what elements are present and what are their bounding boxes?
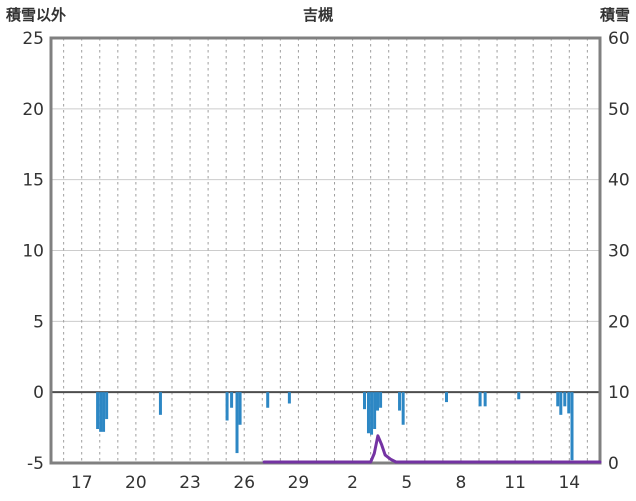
x-axis-tick-label: 26 — [233, 473, 255, 493]
precip-bar — [444, 392, 448, 403]
precip-bar — [105, 392, 109, 420]
x-axis-tick-label: 23 — [179, 473, 201, 493]
x-axis-tick-label: 14 — [558, 473, 580, 493]
precip-bar — [158, 392, 162, 415]
x-axis-tick-label: 5 — [401, 473, 412, 493]
station-title: 吉槻 — [302, 6, 333, 24]
precip-bar — [287, 392, 291, 404]
left-axis-tick-label: 10 — [22, 242, 44, 262]
right-axis-tick-label: 30 — [608, 242, 630, 262]
precip-bar — [225, 392, 229, 421]
precip-bar — [366, 392, 370, 434]
precip-bar — [102, 392, 106, 432]
left-axis-tick-label: 25 — [22, 29, 44, 49]
left-axis-tick-label: 20 — [22, 100, 44, 120]
right-axis-tick-label: 10 — [608, 383, 630, 403]
right-axis-tick-label: 50 — [608, 100, 630, 120]
x-axis-tick-label: 17 — [71, 473, 93, 493]
left-axis-tick-label: -5 — [27, 454, 44, 474]
precip-bar — [517, 392, 521, 400]
left-axis-tick-label: 5 — [33, 312, 44, 332]
precip-bar — [478, 392, 482, 407]
precip-bar — [373, 392, 377, 429]
right-axis-tick-label: 40 — [608, 171, 630, 191]
snow-depth-line — [262, 434, 602, 464]
precip-bar — [398, 392, 402, 411]
precip-bar — [376, 392, 380, 411]
x-axis-tick-label: 29 — [288, 473, 310, 493]
x-axis-tick-label: 2 — [347, 473, 358, 493]
precip-bar — [235, 392, 239, 454]
precip-bar — [230, 392, 234, 408]
precip-bar — [567, 392, 571, 414]
left-axis-tick-label: 15 — [22, 171, 44, 191]
right-axis-title: 積雪 — [599, 6, 630, 24]
precip-bar — [370, 392, 374, 435]
precip-bar — [266, 392, 270, 408]
left-axis-tick-label: 0 — [33, 383, 44, 403]
precip-bar — [96, 392, 100, 429]
precip-bar — [238, 392, 242, 425]
x-axis-tick-label: 20 — [125, 473, 147, 493]
right-axis-tick-label: 60 — [608, 29, 630, 49]
precip-bar — [401, 392, 405, 425]
precip-bar — [559, 392, 563, 415]
precip-bar — [379, 392, 383, 408]
precip-bar — [483, 392, 487, 407]
right-axis-tick-label: 20 — [608, 312, 630, 332]
left-axis-title: 積雪以外 — [6, 6, 67, 24]
x-axis-tick-label: 8 — [456, 473, 467, 493]
right-axis-tick-label: 0 — [608, 454, 619, 474]
precip-bar — [99, 392, 103, 432]
precip-bar — [563, 392, 567, 407]
precip-bar — [570, 392, 574, 461]
precip-bar — [363, 392, 367, 410]
precip-bar — [556, 392, 560, 407]
x-axis-tick-label: 11 — [504, 473, 526, 493]
